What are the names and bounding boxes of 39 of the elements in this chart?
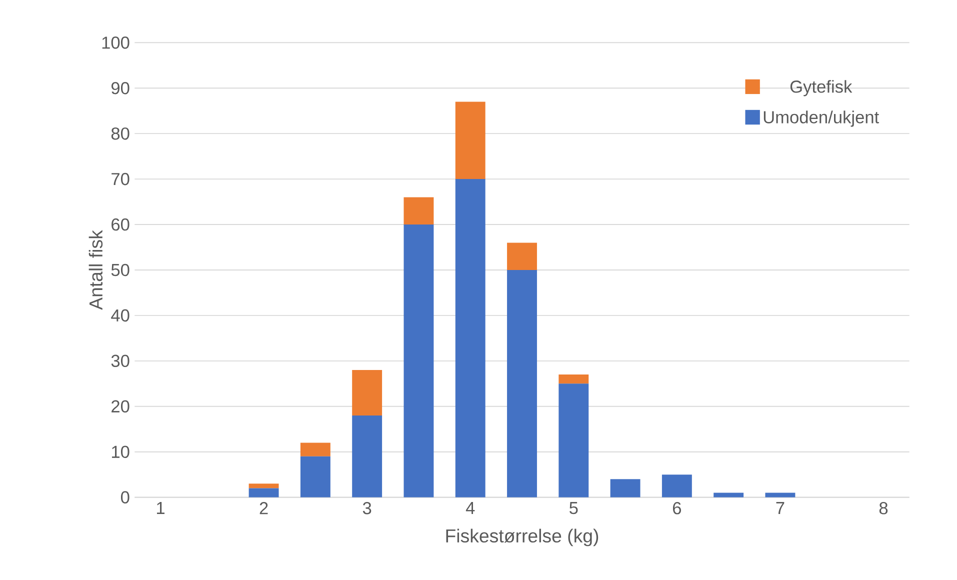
y-tick-label: 0	[120, 491, 130, 504]
bar	[248, 488, 279, 498]
x-tick-label: 4	[466, 502, 475, 514]
x-tick-label: 7	[776, 502, 784, 514]
x-tick-label: 8	[879, 502, 888, 514]
y-tick-label: 20	[112, 400, 130, 413]
bar	[455, 102, 486, 180]
bar	[404, 224, 434, 498]
bar	[300, 442, 330, 456]
x-tick-label: 2	[260, 502, 268, 514]
x-tick-label: 6	[672, 502, 681, 514]
legend-label: Umoden/ukjent	[764, 110, 880, 127]
y-tick-label: 10	[112, 446, 130, 458]
y-tick-label: 80	[111, 127, 130, 140]
y-tick-label: 30	[111, 354, 130, 368]
y-tick-label: 60	[112, 218, 130, 231]
y-axis-title: Antall fisk	[88, 230, 103, 310]
x-tick-label: 1	[156, 502, 164, 514]
bar	[558, 384, 589, 498]
y-tick-label: 100	[102, 36, 130, 49]
bar	[300, 456, 330, 498]
y-tick-label: 90	[111, 82, 130, 94]
bar	[507, 270, 537, 498]
bar	[507, 242, 537, 270]
bar	[404, 197, 434, 225]
y-tick-label: 70	[112, 172, 130, 186]
bar	[352, 370, 382, 416]
x-tick-label: 5	[570, 502, 578, 514]
legend-label: Gytefisk	[790, 80, 852, 96]
y-tick-label: 50	[111, 264, 130, 276]
bar	[662, 474, 692, 498]
x-axis-title: Fiskestørrelse (kg)	[446, 528, 598, 546]
bar	[455, 179, 486, 498]
bar	[352, 415, 382, 498]
bar	[248, 484, 279, 488]
bar	[558, 374, 589, 384]
bar	[610, 479, 640, 498]
y-tick-label: 40	[111, 309, 130, 322]
x-tick-label: 3	[362, 502, 372, 514]
